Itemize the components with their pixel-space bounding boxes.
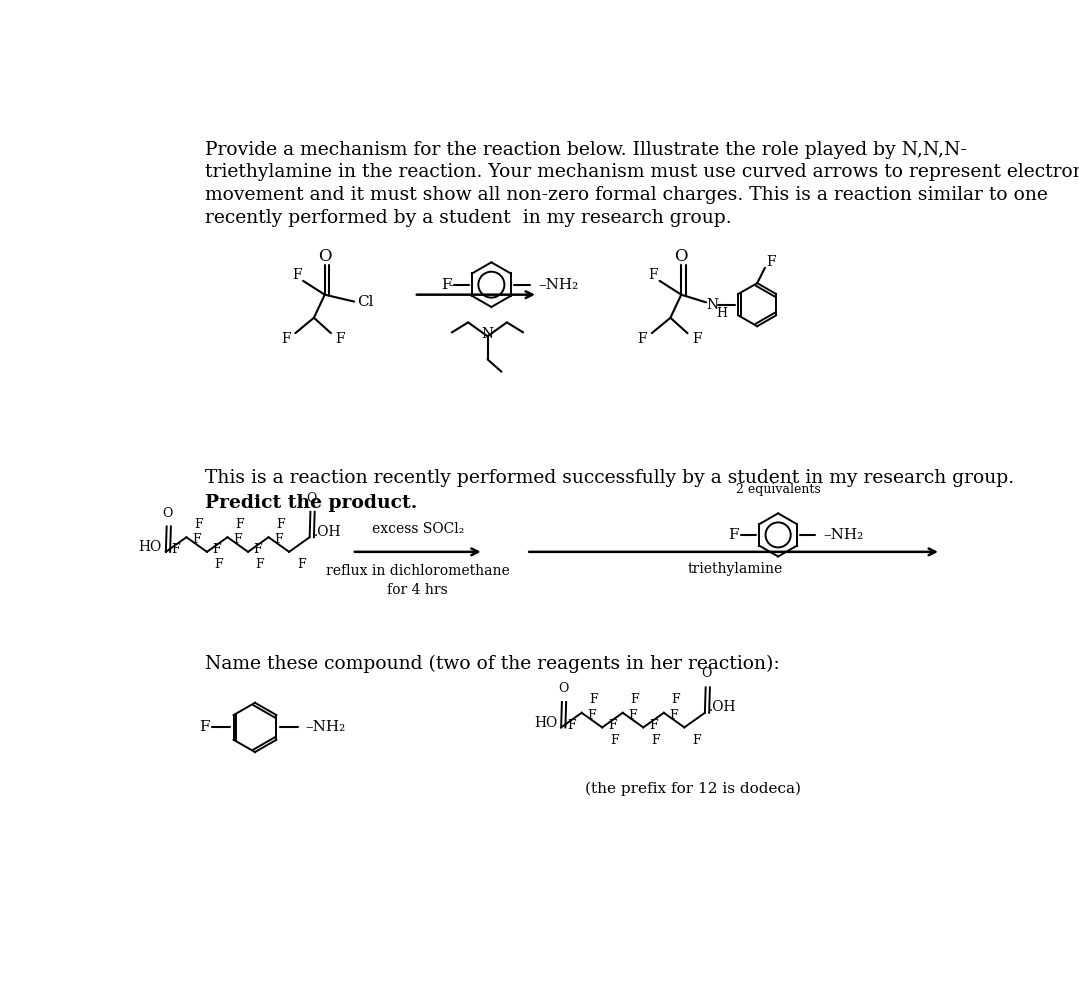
Text: F: F — [213, 543, 221, 556]
Text: F: F — [192, 533, 201, 546]
Text: F: F — [172, 543, 180, 556]
Text: F: F — [194, 517, 203, 530]
Text: recently performed by a student  in my research group.: recently performed by a student in my re… — [205, 209, 732, 227]
Text: F: F — [638, 333, 647, 347]
Text: F: F — [692, 333, 701, 347]
Text: F: F — [671, 693, 680, 706]
Text: O: O — [306, 492, 317, 504]
Text: triethylamine in the reaction. Your mechanism must use curved arrows to represen: triethylamine in the reaction. Your mech… — [205, 164, 1079, 182]
Text: F: F — [648, 718, 657, 731]
Text: F: F — [566, 718, 575, 731]
Text: .OH: .OH — [314, 524, 341, 538]
Text: HO: HO — [534, 716, 557, 730]
Text: F: F — [670, 708, 678, 721]
Text: –NH₂: –NH₂ — [537, 278, 578, 292]
Text: O: O — [701, 667, 712, 680]
Text: O: O — [558, 682, 569, 695]
Text: F: F — [292, 268, 302, 282]
Text: F: F — [589, 693, 598, 706]
Text: F: F — [587, 708, 596, 721]
Text: N: N — [481, 327, 493, 341]
Text: F: F — [254, 543, 262, 556]
Text: –NH₂: –NH₂ — [305, 720, 345, 734]
Text: F: F — [276, 517, 285, 530]
Text: F: F — [630, 693, 639, 706]
Text: reflux in dichloromethane: reflux in dichloromethane — [326, 564, 509, 578]
Text: F: F — [610, 734, 618, 747]
Text: movement and it must show all non-zero formal charges. This is a reaction simila: movement and it must show all non-zero f… — [205, 186, 1048, 204]
Text: excess SOCl₂: excess SOCl₂ — [371, 522, 464, 536]
Text: F: F — [282, 333, 291, 347]
Text: F: F — [728, 527, 738, 541]
Text: for 4 hrs: for 4 hrs — [387, 582, 448, 596]
Text: F: F — [256, 558, 264, 571]
Text: 2 equivalents: 2 equivalents — [736, 484, 820, 497]
Text: –: – — [449, 278, 456, 292]
Text: F: F — [628, 708, 637, 721]
Text: F: F — [336, 333, 345, 347]
Text: O: O — [163, 506, 173, 519]
Text: Provide a mechanism for the reaction below. Illustrate the role played by N,N,N-: Provide a mechanism for the reaction bel… — [205, 141, 967, 159]
Text: O: O — [674, 248, 688, 265]
Text: Predict the product.: Predict the product. — [205, 495, 416, 512]
Text: (the prefix for 12 is dodeca): (the prefix for 12 is dodeca) — [585, 781, 801, 795]
Text: F: F — [233, 533, 242, 546]
Text: F: F — [766, 255, 776, 269]
Text: N: N — [706, 298, 719, 312]
Text: F: F — [607, 718, 616, 731]
Text: F: F — [200, 720, 210, 734]
Text: F: F — [651, 734, 659, 747]
Text: F: F — [235, 517, 244, 530]
Text: triethylamine: triethylamine — [688, 561, 783, 575]
Text: .OH: .OH — [709, 700, 736, 714]
Text: F: F — [297, 558, 305, 571]
Text: –NH₂: –NH₂ — [823, 527, 863, 541]
Text: F: F — [274, 533, 283, 546]
Text: This is a reaction recently performed successfully by a student in my research g: This is a reaction recently performed su… — [205, 470, 1014, 488]
Text: HO: HO — [139, 540, 162, 554]
Text: F: F — [215, 558, 223, 571]
Text: Name these compound (two of the reagents in her reaction):: Name these compound (two of the reagents… — [205, 654, 779, 672]
Text: H: H — [716, 307, 727, 320]
Text: F: F — [648, 268, 658, 282]
Text: Cl: Cl — [357, 295, 373, 309]
Text: F: F — [692, 734, 700, 747]
Text: F: F — [441, 278, 452, 292]
Text: O: O — [318, 248, 331, 265]
